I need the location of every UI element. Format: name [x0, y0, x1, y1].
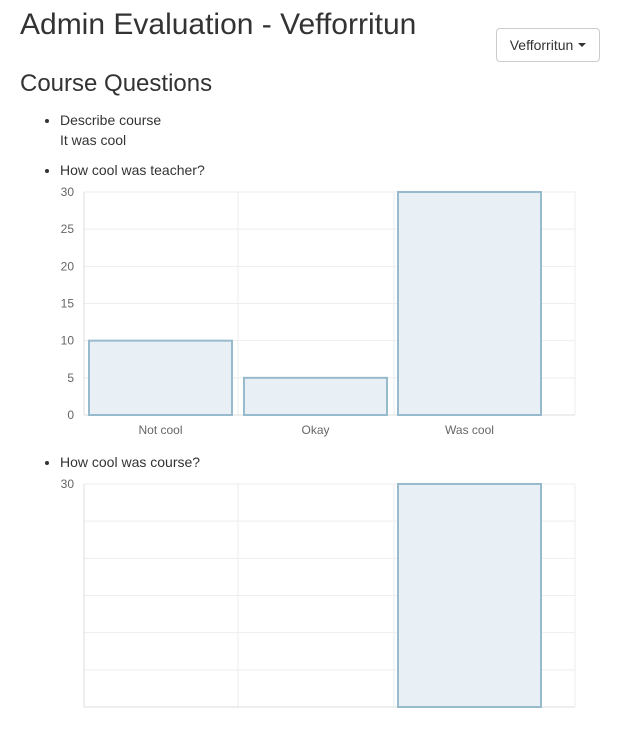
question-list: Describe course It was cool How cool was… — [40, 110, 620, 734]
bar — [397, 483, 542, 708]
page-title: Admin Evaluation - Vefforritun — [20, 8, 417, 41]
course-dropdown-label: Vefforritun — [509, 37, 574, 53]
y-tick-label: 25 — [61, 222, 75, 236]
bar — [243, 376, 388, 416]
bar — [397, 191, 542, 416]
teacher-bar-chart: 0 5 10 15 20 25 30 Not cool Okay Was cool — [61, 185, 576, 437]
caret-down-icon — [578, 43, 587, 47]
question-item: How cool was teacher? 0 5 10 15 20 25 30 Not co… — [60, 160, 620, 442]
course-chart: 30 — [60, 472, 600, 734]
y-tick-label: 0 — [67, 408, 74, 422]
question-label: How cool was course? — [60, 454, 201, 470]
bar — [88, 339, 233, 417]
y-tick-label: 30 — [61, 185, 75, 199]
x-tick-label: Was cool — [445, 423, 494, 437]
course-dropdown-button[interactable]: Vefforritun — [496, 28, 600, 62]
question-label: Describe course — [60, 112, 162, 128]
question-item: How cool was course? 30 — [60, 452, 620, 734]
x-tick-label: Okay — [301, 423, 329, 437]
question-answer: It was cool — [60, 132, 127, 148]
y-tick-label: 15 — [61, 297, 75, 311]
x-tick-label: Not cool — [138, 423, 182, 437]
y-tick-label: 5 — [67, 371, 74, 385]
y-tick-label: 30 — [61, 477, 75, 491]
section-title: Course Questions — [20, 70, 213, 97]
y-tick-label: 20 — [61, 259, 75, 273]
teacher-chart: 0 5 10 15 20 25 30 Not cool Okay Was cool — [60, 180, 600, 442]
y-tick-label: 10 — [61, 334, 75, 348]
question-item: Describe course It was cool — [60, 110, 620, 150]
question-label: How cool was teacher? — [60, 162, 205, 178]
course-bar-chart: 30 — [61, 477, 576, 708]
